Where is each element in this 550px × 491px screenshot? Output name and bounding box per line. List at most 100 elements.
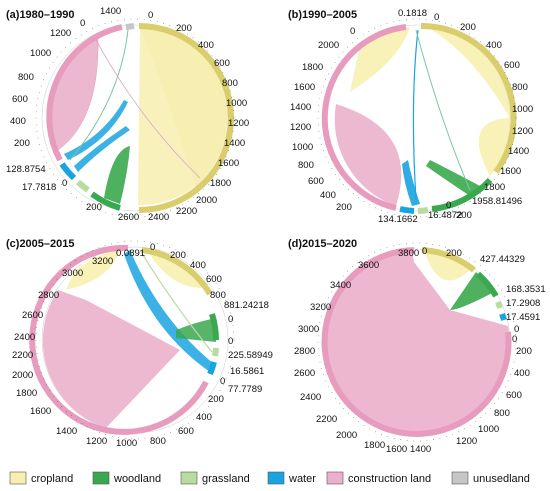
panel-a-ribbon-cropland-fill bbox=[138, 26, 229, 206]
panel-b-chord-diagram: 0 200 400 600 800 1000 1200 1400 1600 18… bbox=[290, 8, 533, 225]
panel-a-tick-label: 0 bbox=[80, 18, 85, 29]
panel-c-tick-label: 1400 bbox=[56, 426, 77, 437]
panel-a-arc-unused bbox=[125, 23, 135, 30]
panel-b-tick-label: 0 bbox=[434, 12, 439, 23]
panel-a-tick-label: 1000 bbox=[30, 48, 51, 59]
panel-a-tick-label: 0 bbox=[148, 10, 153, 21]
panel-d-tick-label: 1000 bbox=[478, 424, 499, 435]
panel-d-tick-label: 0 bbox=[514, 324, 519, 335]
panel-b-annotation: 16.4872 bbox=[428, 210, 462, 221]
panel-c-ribbon-cropland bbox=[146, 248, 206, 289]
panel-d-annotation: 17.4591 bbox=[506, 312, 540, 323]
panel-b-title: (b)1990–2005 bbox=[288, 9, 357, 21]
panel-b-tick-ring bbox=[317, 18, 517, 218]
panel-a-ribbon-woodland bbox=[104, 146, 130, 204]
panel-c-arc-water bbox=[207, 361, 217, 376]
panel-c-arc-grassland bbox=[212, 347, 219, 357]
panel-a-tick-label: 800 bbox=[18, 72, 34, 83]
panel-d-title: (d)2015–2020 bbox=[288, 238, 357, 250]
panel-b-ribbon-construction bbox=[334, 104, 402, 206]
panel-c-annotation: 77.7789 bbox=[228, 384, 262, 395]
panel-c-title: (c)2005–2015 bbox=[6, 238, 75, 250]
panel-a-tick-label: 600 bbox=[214, 58, 230, 69]
panel-c-ribbon-woodland bbox=[176, 318, 216, 342]
panel-b-ribbon-cropland bbox=[425, 26, 511, 118]
panel-c-ribbon-construction bbox=[42, 290, 180, 428]
panel-a-tick-label: 2400 bbox=[148, 212, 169, 223]
panel-c-tick-label: 600 bbox=[178, 426, 194, 437]
panel-c-tick-label: 3200 bbox=[92, 256, 113, 267]
panel-b-arc-woodland bbox=[431, 177, 493, 212]
panel-c-tick-label: 0 bbox=[228, 314, 233, 325]
panel-d-tick-label: 2600 bbox=[294, 368, 315, 379]
panel-c-tick-label: 2400 bbox=[14, 332, 35, 343]
panel-b-annotation: 1958.81496 bbox=[472, 196, 522, 207]
panel-a-tick-label: 2000 bbox=[196, 195, 217, 206]
panel-c-chord-diagram: 0 200 400 600 800 0 0 3200 3000 2800 260… bbox=[12, 240, 273, 449]
panel-b-tick-label: 400 bbox=[486, 40, 502, 51]
panel-c-tick-label: 0 bbox=[220, 376, 225, 387]
panel-c-arc-cropland bbox=[141, 247, 213, 296]
legend-swatch-unusedland bbox=[451, 471, 469, 485]
panel-a-tick-label: 0 bbox=[62, 178, 67, 189]
legend-label-cropland: cropland bbox=[31, 473, 73, 485]
panel-a-tick-label: 200 bbox=[176, 23, 192, 34]
panel-d-tick-label: 400 bbox=[514, 368, 530, 379]
panel-b-tick-label: 1800 bbox=[302, 62, 323, 73]
panel-d-tick-label: 600 bbox=[506, 390, 522, 401]
panel-d-tick-label: 2800 bbox=[294, 346, 315, 357]
panel-a-arc-woodland bbox=[90, 191, 121, 211]
panel-a-annotation: 17.7818 bbox=[22, 182, 56, 193]
panel-a-tick-label: 200 bbox=[14, 138, 30, 149]
panel-b-tick-label: 2000 bbox=[318, 40, 339, 51]
panel-b-tick-label: 200 bbox=[456, 210, 472, 221]
panel-c-tick-label: 200 bbox=[208, 394, 224, 405]
panel-d-arc-water bbox=[499, 312, 507, 321]
panel-b-tick-label: 1600 bbox=[500, 166, 521, 177]
legend-swatch-woodland bbox=[92, 471, 110, 485]
panel-b-link-1 bbox=[412, 29, 419, 201]
panel-c-tick-label: 800 bbox=[210, 290, 226, 301]
panel-a-annotation: 2600 bbox=[118, 212, 139, 223]
panel-b-tick-label: 200 bbox=[336, 202, 352, 213]
panel-d-tick-label: 3800 bbox=[398, 248, 419, 259]
panel-b-annotation: 0.1818 bbox=[398, 8, 427, 19]
panel-b-ribbon-woodland bbox=[426, 160, 480, 196]
panel-a-ribbon-water-1 bbox=[64, 100, 128, 160]
panel-c-link-1 bbox=[139, 249, 213, 353]
panel-c-tick-label: 1200 bbox=[86, 436, 107, 447]
panel-b-arc-construction bbox=[321, 24, 407, 211]
panel-c-tick-ring bbox=[35, 240, 235, 440]
panel-b-tick-label: 600 bbox=[308, 176, 324, 187]
panel-c-tick-label: 800 bbox=[150, 436, 166, 447]
panel-d-annotation: 17.2908 bbox=[506, 298, 540, 309]
panel-c-arc-construction bbox=[29, 244, 209, 435]
panel-c-tick-label: 400 bbox=[196, 412, 212, 423]
panel-c-tick-label: 2600 bbox=[22, 310, 43, 321]
legend-swatch-water bbox=[267, 471, 285, 485]
panel-b-tick-label: 1000 bbox=[292, 142, 313, 153]
panel-a-annotation: 128.8754 bbox=[6, 164, 46, 175]
panel-d-tick-label: 200 bbox=[446, 248, 462, 259]
legend-swatch-construction-land bbox=[326, 471, 344, 485]
panel-c-tick-label: 1800 bbox=[16, 388, 37, 399]
panel-b-tick-label: 400 bbox=[320, 190, 336, 201]
panel-c-ribbon-water bbox=[124, 250, 214, 372]
legend: cropland woodland grassland water constr… bbox=[9, 471, 530, 485]
panel-d-ribbon-construction bbox=[325, 250, 510, 434]
panel-d-tick-label: 1800 bbox=[364, 440, 385, 451]
panel-a-tick-label: 600 bbox=[12, 94, 28, 105]
panel-d-annotation: 0 bbox=[512, 334, 517, 345]
panel-d-tick-label: 2400 bbox=[300, 392, 321, 403]
panel-a-annotation: 1400 bbox=[100, 6, 121, 17]
panel-b-ribbon-cropland-2 bbox=[478, 118, 511, 176]
panel-c-tick-label: 200 bbox=[170, 250, 186, 261]
legend-label-unusedland: unusedland bbox=[473, 473, 530, 485]
panel-d-annotation: 427.44329 bbox=[480, 254, 525, 265]
panel-d-tick-label: 3400 bbox=[330, 280, 351, 291]
panel-d-annotation: 168.3531 bbox=[506, 284, 546, 295]
panel-b-annotation: 134.1662 bbox=[378, 214, 418, 225]
panel-b-tick-label: 1800 bbox=[484, 182, 505, 193]
panel-b-arc-cropland bbox=[420, 22, 517, 174]
panel-a-tick-label: 800 bbox=[222, 78, 238, 89]
